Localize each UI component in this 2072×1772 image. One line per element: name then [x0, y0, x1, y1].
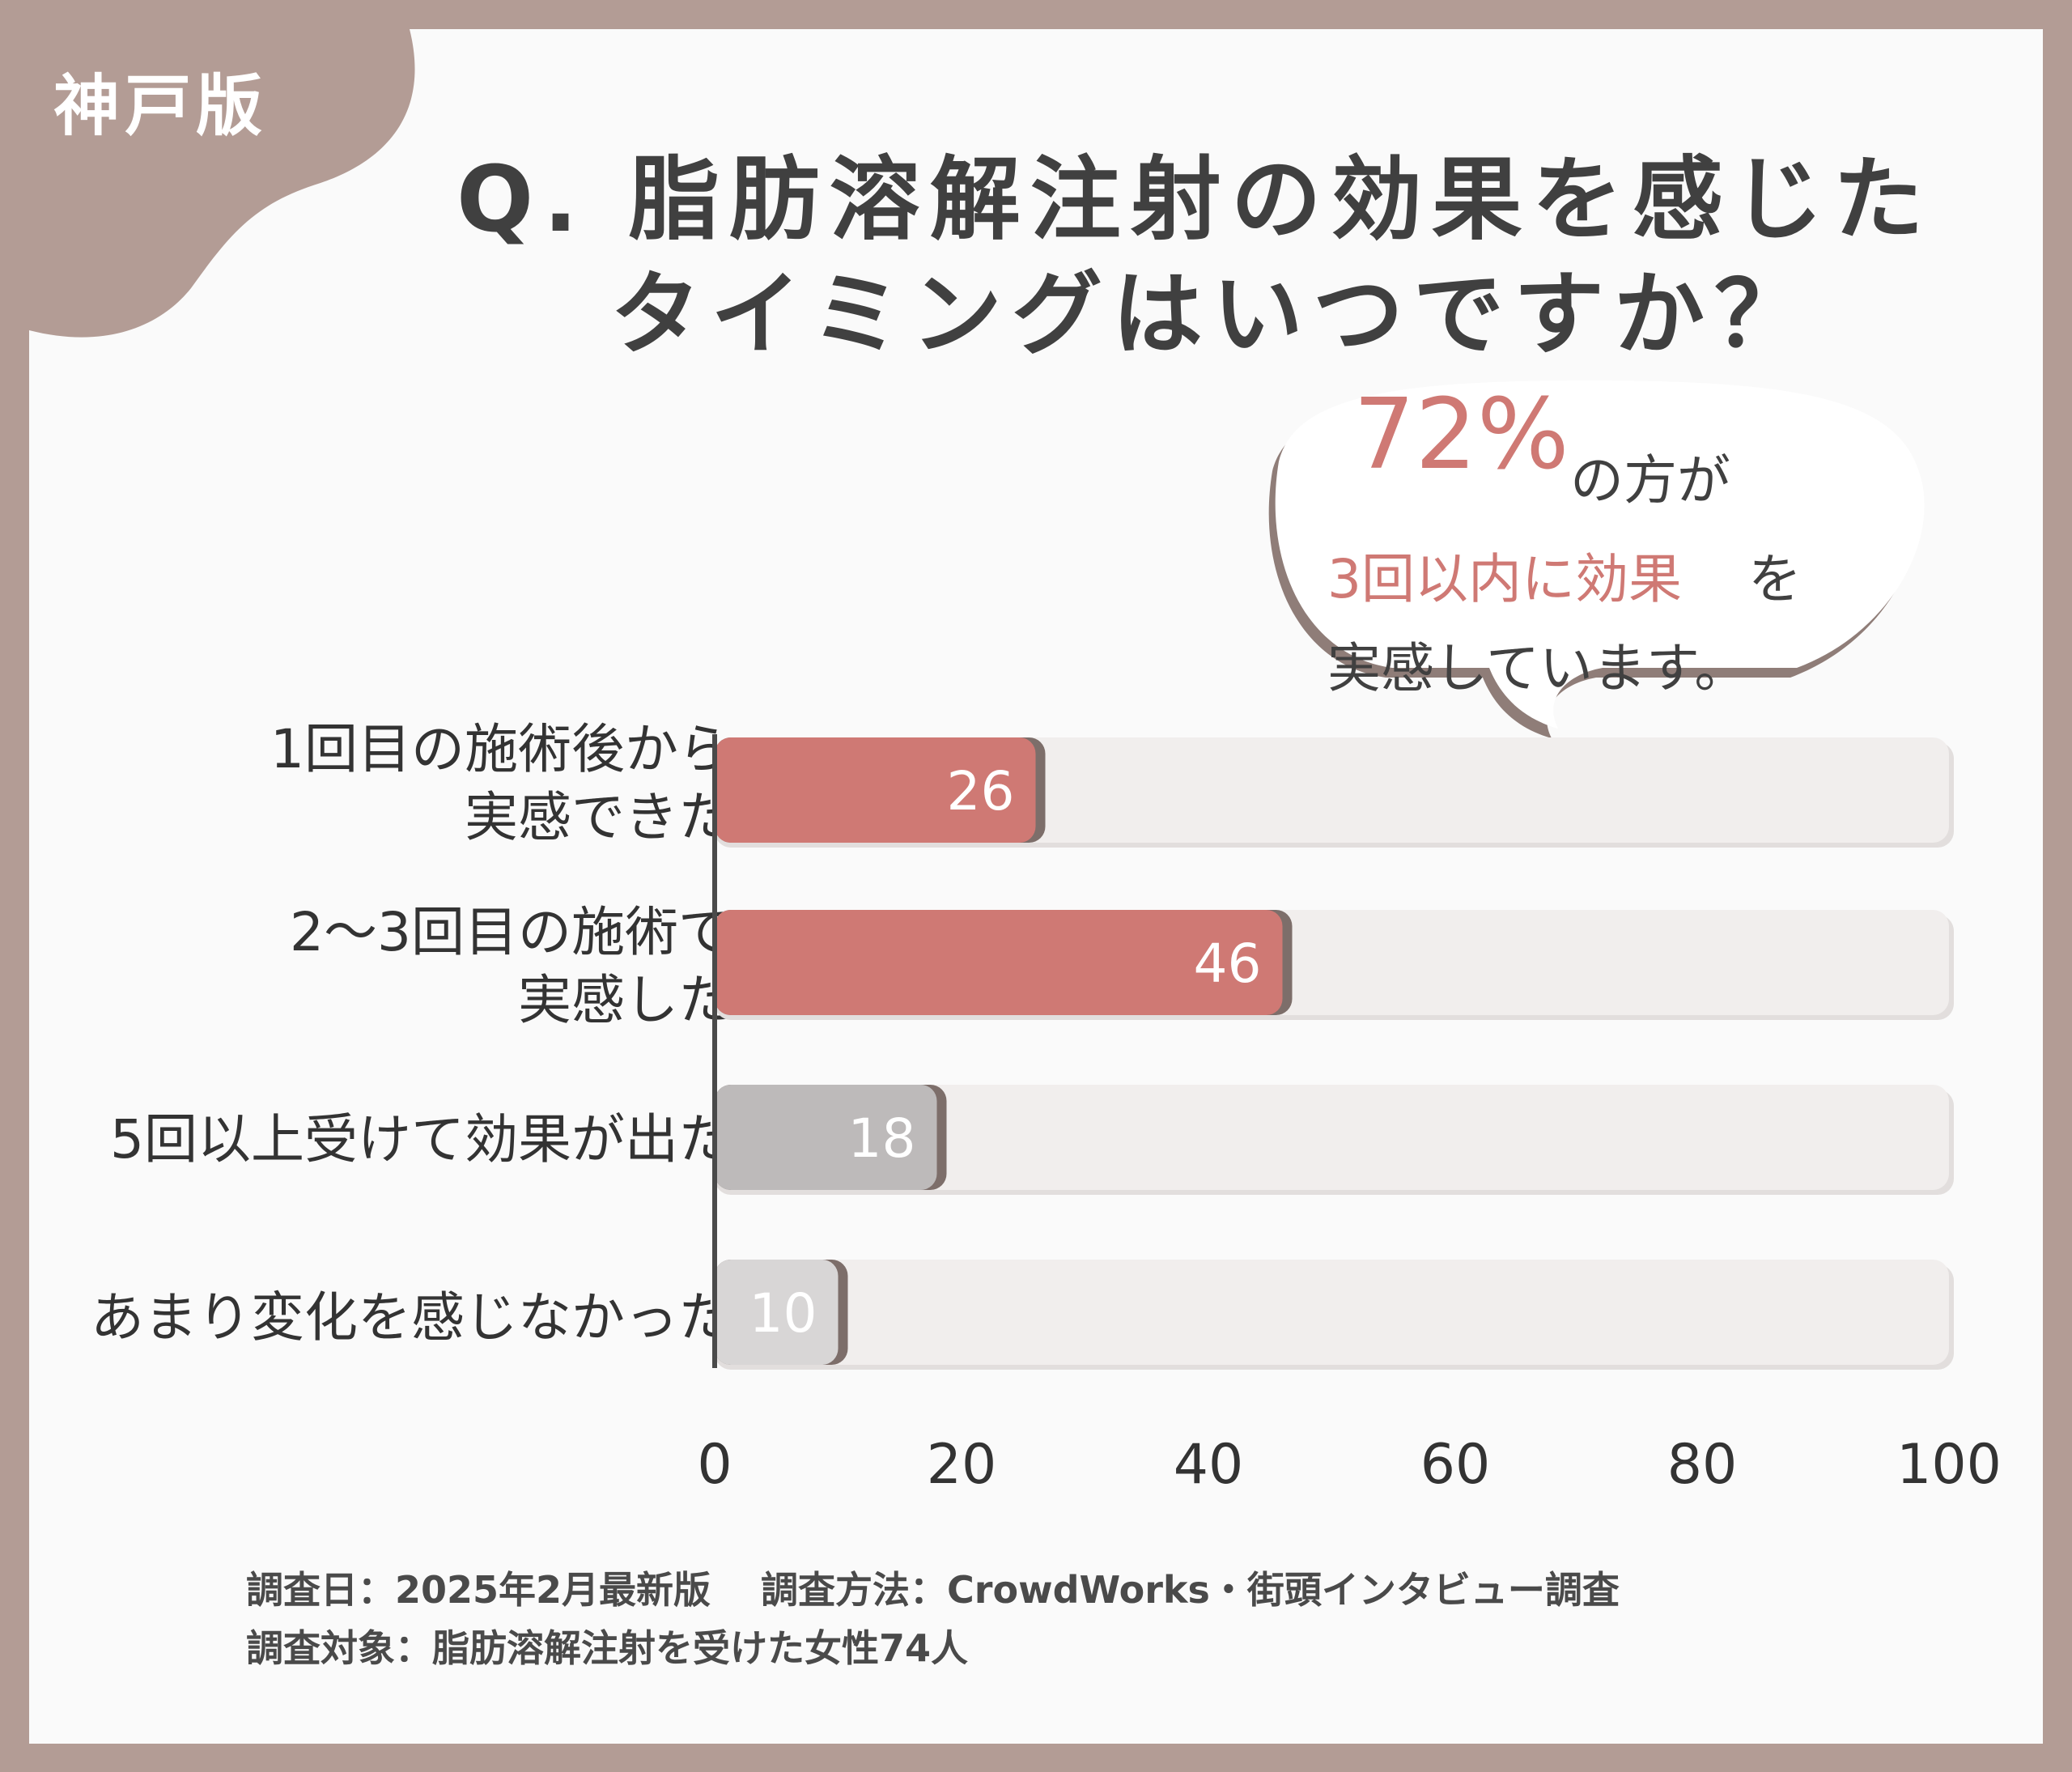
- callout-line1: の方が: [1570, 449, 1730, 512]
- category-label-3-line1: 5回以上受けて効果が出た: [110, 1108, 732, 1171]
- bar-value-label-1: 26: [947, 760, 1015, 822]
- infographic-card: 神戸版 Q. 脂肪溶解注射の効果を感じた タイミングはいつですか？: [29, 29, 2043, 1744]
- bar-track-3: [715, 1085, 1949, 1190]
- x-tick-label-100: 100: [1896, 1433, 2002, 1497]
- bar-value-label-4: 10: [749, 1282, 817, 1345]
- x-tick-label-80: 80: [1667, 1433, 1738, 1497]
- category-label-4: あまり変化を感じなかった: [91, 1284, 732, 1352]
- question-title-line2: タイミングはいつですか？: [610, 262, 1815, 368]
- category-label-1: 1回目の施術後から 実感できた: [270, 716, 732, 852]
- survey-info-line2: 調査対象：脂肪溶解注射を受けた女性74人: [246, 1626, 969, 1670]
- category-label-2: 2〜3回目の施術で 実感した: [290, 899, 732, 1035]
- bar-4: [715, 1260, 839, 1365]
- callout-line2-highlight: 3回以内に効果: [1327, 548, 1682, 610]
- category-label-4-line1: あまり変化を感じなかった: [91, 1286, 732, 1349]
- question-title-line1: Q. 脂肪溶解注射の効果を感じた: [456, 147, 1934, 253]
- survey-info-line1: 調査日：2025年2月最新版 調査方法：CrowdWorks・街頭インタビュー調…: [246, 1568, 1620, 1612]
- callout-percent: 72%: [1353, 379, 1569, 491]
- x-tick-label-0: 0: [697, 1433, 732, 1497]
- bar-1: [715, 737, 1036, 843]
- x-tick-label-20: 20: [927, 1433, 997, 1497]
- category-label-2-line2: 実感した: [518, 969, 732, 1031]
- bar-3: [715, 1085, 937, 1190]
- bar-value-label-3: 18: [848, 1107, 916, 1170]
- bar-track-4: [715, 1260, 1949, 1365]
- category-label-3: 5回以上受けて効果が出た: [110, 1106, 732, 1174]
- x-tick-label-40: 40: [1174, 1433, 1244, 1497]
- category-label-1-line1: 1回目の施術後から: [270, 718, 732, 780]
- x-tick-label-60: 60: [1420, 1433, 1491, 1497]
- callout-line2-rest: を: [1748, 548, 1802, 610]
- corner-blob-shape: [29, 29, 415, 338]
- category-label-2-line1: 2〜3回目の施術で: [290, 901, 732, 963]
- bar-2: [715, 910, 1283, 1015]
- speech-bubble: [1268, 380, 1925, 845]
- bar-value-label-2: 46: [1194, 933, 1262, 995]
- region-badge: 神戸版: [53, 68, 268, 145]
- callout-line3: 実感しています。: [1327, 637, 1748, 699]
- category-label-1-line2: 実感できた: [465, 786, 732, 848]
